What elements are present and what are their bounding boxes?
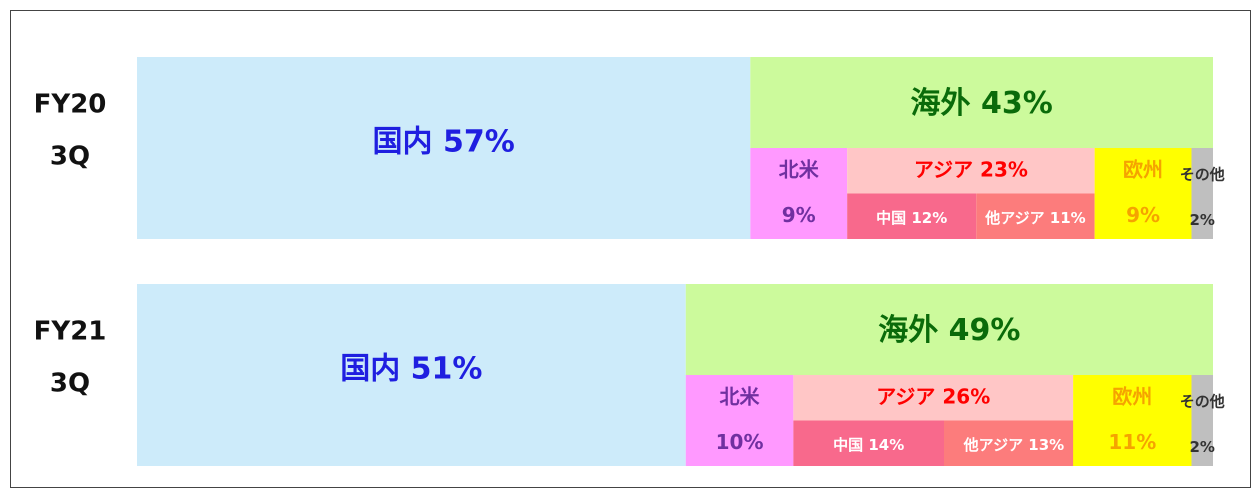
region-bar xyxy=(847,148,1095,194)
region-bar xyxy=(1073,375,1192,466)
subregion-bar xyxy=(847,193,977,239)
region-bar xyxy=(793,375,1074,421)
subregion-label: 中国 14% xyxy=(833,436,904,454)
subregion-bar xyxy=(976,193,1095,239)
row-label: FY20 xyxy=(34,90,107,120)
domestic-label: 国内 57% xyxy=(373,125,515,160)
subregion-label: 他アジア 13% xyxy=(963,436,1065,454)
region-label: 北米 xyxy=(779,157,820,181)
subregion-bar xyxy=(944,420,1084,466)
region-label: その他 xyxy=(1180,392,1225,410)
subregion-label: 中国 12% xyxy=(876,209,947,227)
region-label: 9% xyxy=(1126,203,1160,227)
region-label: 2% xyxy=(1190,211,1215,229)
region-label: その他 xyxy=(1180,165,1225,183)
subregion-label: 他アジア 11% xyxy=(984,209,1086,227)
region-bar xyxy=(1191,375,1213,466)
domestic-bar xyxy=(137,57,751,239)
domestic-bar xyxy=(137,284,686,466)
overseas-bar xyxy=(750,57,1213,148)
region-label: 北米 xyxy=(720,384,761,408)
domestic-label: 国内 51% xyxy=(340,352,482,387)
overseas-label: 海外 49% xyxy=(878,313,1020,348)
region-bar xyxy=(685,375,794,466)
region-bar xyxy=(750,148,848,239)
region-label: 9% xyxy=(782,203,816,227)
row-label: 3Q xyxy=(50,142,90,172)
region-label: 10% xyxy=(716,430,764,454)
region-label: 2% xyxy=(1190,438,1215,456)
row-label: 3Q xyxy=(50,369,90,399)
region-label: 11% xyxy=(1108,430,1156,454)
region-label: アジア 23% xyxy=(914,157,1028,181)
overseas-label: 海外 43% xyxy=(911,86,1053,121)
region-label: 欧州 xyxy=(1112,384,1152,408)
region-bar xyxy=(1191,148,1213,239)
region-label: 欧州 xyxy=(1123,157,1163,181)
overseas-bar xyxy=(685,284,1213,375)
region-bar xyxy=(1094,148,1192,239)
row-label: FY21 xyxy=(34,317,107,347)
region-label: アジア 26% xyxy=(876,384,990,408)
subregion-bar xyxy=(793,420,944,466)
